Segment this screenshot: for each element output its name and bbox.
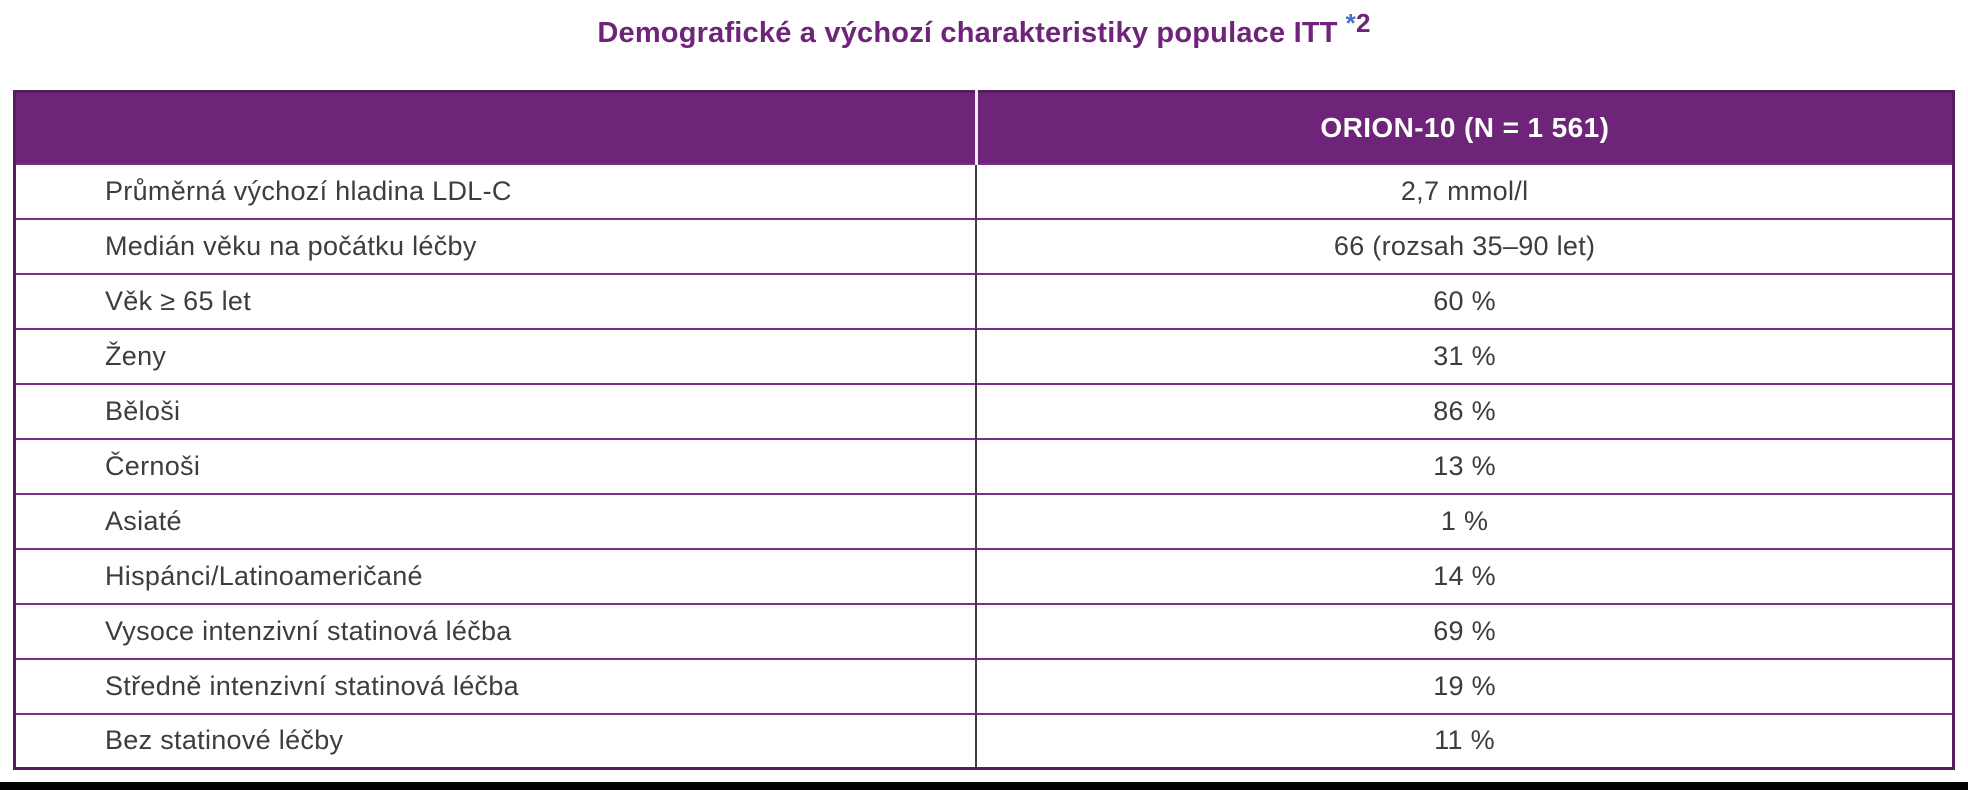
- row-label: Černoši: [14, 437, 977, 494]
- table-row: Středně intenzivní statinová léčba 19 %: [14, 657, 1954, 714]
- table-row: Běloši 86 %: [14, 382, 1954, 439]
- bottom-black-bar: [0, 782, 1968, 790]
- row-value: 60 %: [975, 272, 1954, 329]
- row-value: 13 %: [975, 437, 1954, 494]
- row-value: 31 %: [975, 327, 1954, 384]
- row-value: 86 %: [975, 382, 1954, 439]
- row-value: 66 (rozsah 35–90 let): [975, 217, 1954, 274]
- table-row: Ženy 31 %: [14, 327, 1954, 384]
- row-value: 69 %: [975, 602, 1954, 659]
- header-orion10-cell: ORION-10 (N = 1 561): [974, 91, 1954, 164]
- row-label: Běloši: [14, 382, 977, 439]
- row-value: 11 %: [975, 712, 1954, 769]
- row-value: 1 %: [975, 492, 1954, 549]
- reference-number: 2: [1355, 8, 1371, 38]
- row-label: Věk ≥ 65 let: [14, 272, 977, 329]
- row-label: Bez statinové léčby: [14, 712, 977, 769]
- row-label: Průměrná výchozí hladina LDL-C: [14, 162, 977, 219]
- table-row: Vysoce intenzivní statinová léčba 69 %: [14, 602, 1954, 659]
- table-row: Hispánci/Latinoameričané 14 %: [14, 547, 1954, 604]
- title-text: Demografické a výchozí charakteristiky p…: [597, 17, 1338, 49]
- row-label: Medián věku na počátku léčby: [14, 217, 977, 274]
- row-label: Asiaté: [14, 492, 977, 549]
- row-value: 19 %: [975, 657, 1954, 714]
- row-label: Ženy: [14, 327, 977, 384]
- row-label: Středně intenzivní statinová léčba: [14, 657, 977, 714]
- row-value: 2,7 mmol/l: [975, 162, 1954, 219]
- title-superscript: *2: [1346, 8, 1371, 39]
- table-row: Věk ≥ 65 let 60 %: [14, 272, 1954, 329]
- row-label: Hispánci/Latinoameričané: [14, 547, 977, 604]
- table-header-row: ORION-10 (N = 1 561): [14, 91, 1954, 164]
- table-row: Bez statinové léčby 11 %: [14, 712, 1954, 769]
- header-characteristic-cell: [14, 91, 977, 164]
- table-row: Průměrná výchozí hladina LDL-C 2,7 mmol/…: [14, 162, 1954, 219]
- table-row: Medián věku na počátku léčby 66 (rozsah …: [14, 217, 1954, 274]
- page-title: Demografické a výchozí charakteristiky p…: [0, 8, 1968, 50]
- table-row: Asiaté 1 %: [14, 492, 1954, 549]
- table-row: Černoši 13 %: [14, 437, 1954, 494]
- demographics-table: ORION-10 (N = 1 561) Průměrná výchozí hl…: [13, 90, 1955, 770]
- row-value: 14 %: [975, 547, 1954, 604]
- row-label: Vysoce intenzivní statinová léčba: [14, 602, 977, 659]
- asterisk-reference-mark: *: [1345, 8, 1356, 38]
